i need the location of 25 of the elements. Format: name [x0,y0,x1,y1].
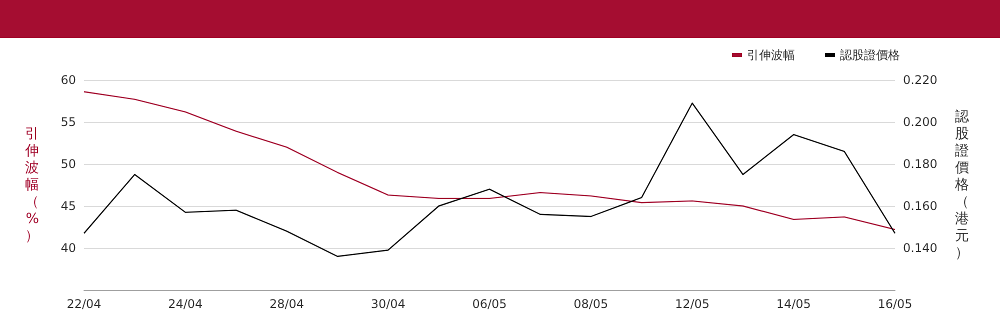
y-tick-label: 45 [60,199,76,213]
x-tick-label: 06/05 [472,297,507,311]
text: 認股證價格（港元） [955,109,969,261]
x-tick-label: 22/04 [66,297,102,311]
x-tick-label: 24/04 [168,297,203,311]
y2-tick-label: 0.160 [903,199,938,213]
x-tick-label: 14/05 [776,297,811,311]
y2-tick-label: 0.220 [903,73,938,87]
y-axis-title: 引伸波幅（%） [24,126,39,244]
y-tick-label: 40 [60,241,76,255]
x-tick-label: 16/05 [878,297,912,311]
y-tick-label: 50 [60,157,76,171]
legend-label: 認股證價格 [840,48,900,62]
x-tick-label: 28/04 [269,297,304,311]
line-series [83,91,896,230]
y2-tick-label: 0.200 [903,115,938,129]
y-tick-label: 55 [60,115,76,129]
x-tick-label: 30/04 [370,297,406,311]
y2-tick-label: 0.180 [903,157,938,171]
line-series [83,102,896,257]
x-tick-label: 12/05 [674,297,710,311]
legend-label: 引伸波幅 [747,48,795,62]
y2-tick-label: 0.140 [903,241,938,255]
y-tick-label: 60 [60,73,76,87]
x-tick-label: 08/05 [574,297,608,311]
